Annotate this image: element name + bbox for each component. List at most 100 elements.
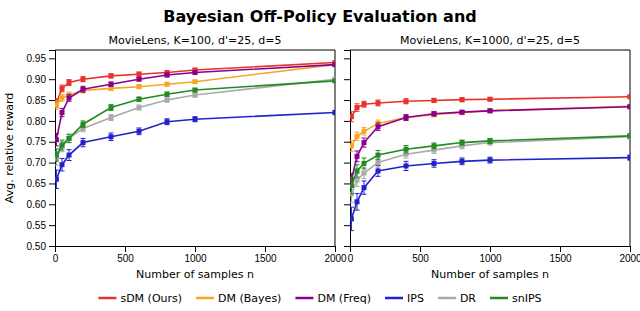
y-tick-label: 0.85 [27, 95, 47, 106]
error-bar [355, 104, 360, 112]
x-tick-mark [630, 246, 631, 252]
error-bar [109, 115, 114, 121]
y-tick-mark [344, 58, 350, 59]
series-line [56, 63, 335, 103]
error-bar [137, 72, 142, 76]
legend-swatch [438, 297, 456, 300]
point [355, 168, 360, 173]
x-tick-label: 1500 [254, 253, 277, 264]
frame-line [630, 50, 631, 246]
series [350, 133, 630, 193]
point [404, 163, 409, 168]
point [165, 82, 170, 87]
subplot-title: MovieLens, K=1000, d'=25, d=5 [400, 34, 580, 47]
error-bar [362, 101, 367, 107]
point [193, 70, 198, 75]
point [376, 100, 381, 105]
y-tick-mark [49, 163, 55, 164]
point [81, 87, 86, 92]
point [193, 79, 198, 84]
point [355, 199, 360, 204]
y-tick-mark [49, 246, 55, 247]
point [404, 147, 409, 152]
error-bar [432, 143, 437, 149]
legend-swatch [98, 297, 116, 300]
error-bar [165, 83, 170, 86]
series [55, 110, 335, 188]
error-bar [55, 152, 59, 165]
error-bar [81, 77, 86, 82]
y-tick-mark [344, 142, 350, 143]
error-bar [165, 119, 170, 125]
error-bar [55, 170, 59, 188]
legend-label: DR [460, 292, 476, 305]
legend-label: IPS [407, 292, 424, 305]
point [109, 73, 114, 78]
point [165, 92, 170, 97]
point [432, 98, 437, 103]
chart-title: Bayesian Off-Policy Evaluation and [163, 7, 476, 26]
point [67, 95, 72, 100]
axis-line [344, 51, 351, 247]
error-bar [404, 99, 409, 104]
legend-swatch [385, 297, 403, 300]
x-tick-label: 1500 [549, 253, 572, 264]
error-bar [109, 133, 114, 141]
error-bar [460, 110, 465, 113]
point [355, 154, 360, 159]
error-bar [60, 95, 65, 102]
y-tick-mark [49, 100, 55, 101]
error-bar [460, 98, 465, 102]
point [333, 62, 336, 67]
x-tick-mark [125, 246, 126, 252]
point [362, 140, 367, 145]
point [137, 129, 142, 134]
y-tick-mark [344, 163, 350, 164]
point [376, 168, 381, 173]
y-tick-label: 0.75 [27, 136, 47, 147]
x-tick-mark [335, 246, 336, 252]
y-tick [344, 121, 350, 122]
point [81, 77, 86, 82]
error-bar [488, 157, 493, 163]
x-tick-mark [490, 246, 491, 252]
x-tick-label: 2000 [324, 253, 347, 264]
series-line [56, 65, 335, 105]
point [628, 94, 631, 99]
y-tick-mark [344, 204, 350, 205]
error-bar [67, 95, 72, 102]
point [355, 178, 360, 183]
point [432, 161, 437, 166]
series-line [351, 97, 630, 117]
error-bar [460, 140, 465, 145]
point [404, 115, 409, 120]
point [165, 98, 170, 103]
point [628, 104, 631, 109]
y-tick-mark [49, 183, 55, 184]
error-bar [355, 132, 360, 140]
y-tick-label: 0.50 [27, 241, 47, 252]
y-tick [344, 58, 350, 59]
error-bar [60, 140, 65, 150]
error-bar [60, 108, 65, 116]
point [137, 84, 142, 89]
y-tick [344, 163, 350, 164]
series [55, 62, 335, 109]
point [67, 80, 72, 85]
point [404, 115, 409, 120]
point [362, 185, 367, 190]
point [460, 140, 465, 145]
series [350, 134, 630, 202]
error-bar [137, 105, 142, 110]
point [55, 137, 59, 142]
frame-line [55, 50, 335, 51]
y-tick-label: 0.90 [27, 74, 47, 85]
error-bar [460, 110, 465, 114]
error-bar [350, 140, 354, 151]
point [193, 117, 198, 122]
error-bar [350, 112, 354, 122]
error-bar [55, 133, 59, 146]
point [137, 77, 142, 82]
y-tick-label: 0.65 [27, 178, 47, 189]
point [488, 158, 493, 163]
